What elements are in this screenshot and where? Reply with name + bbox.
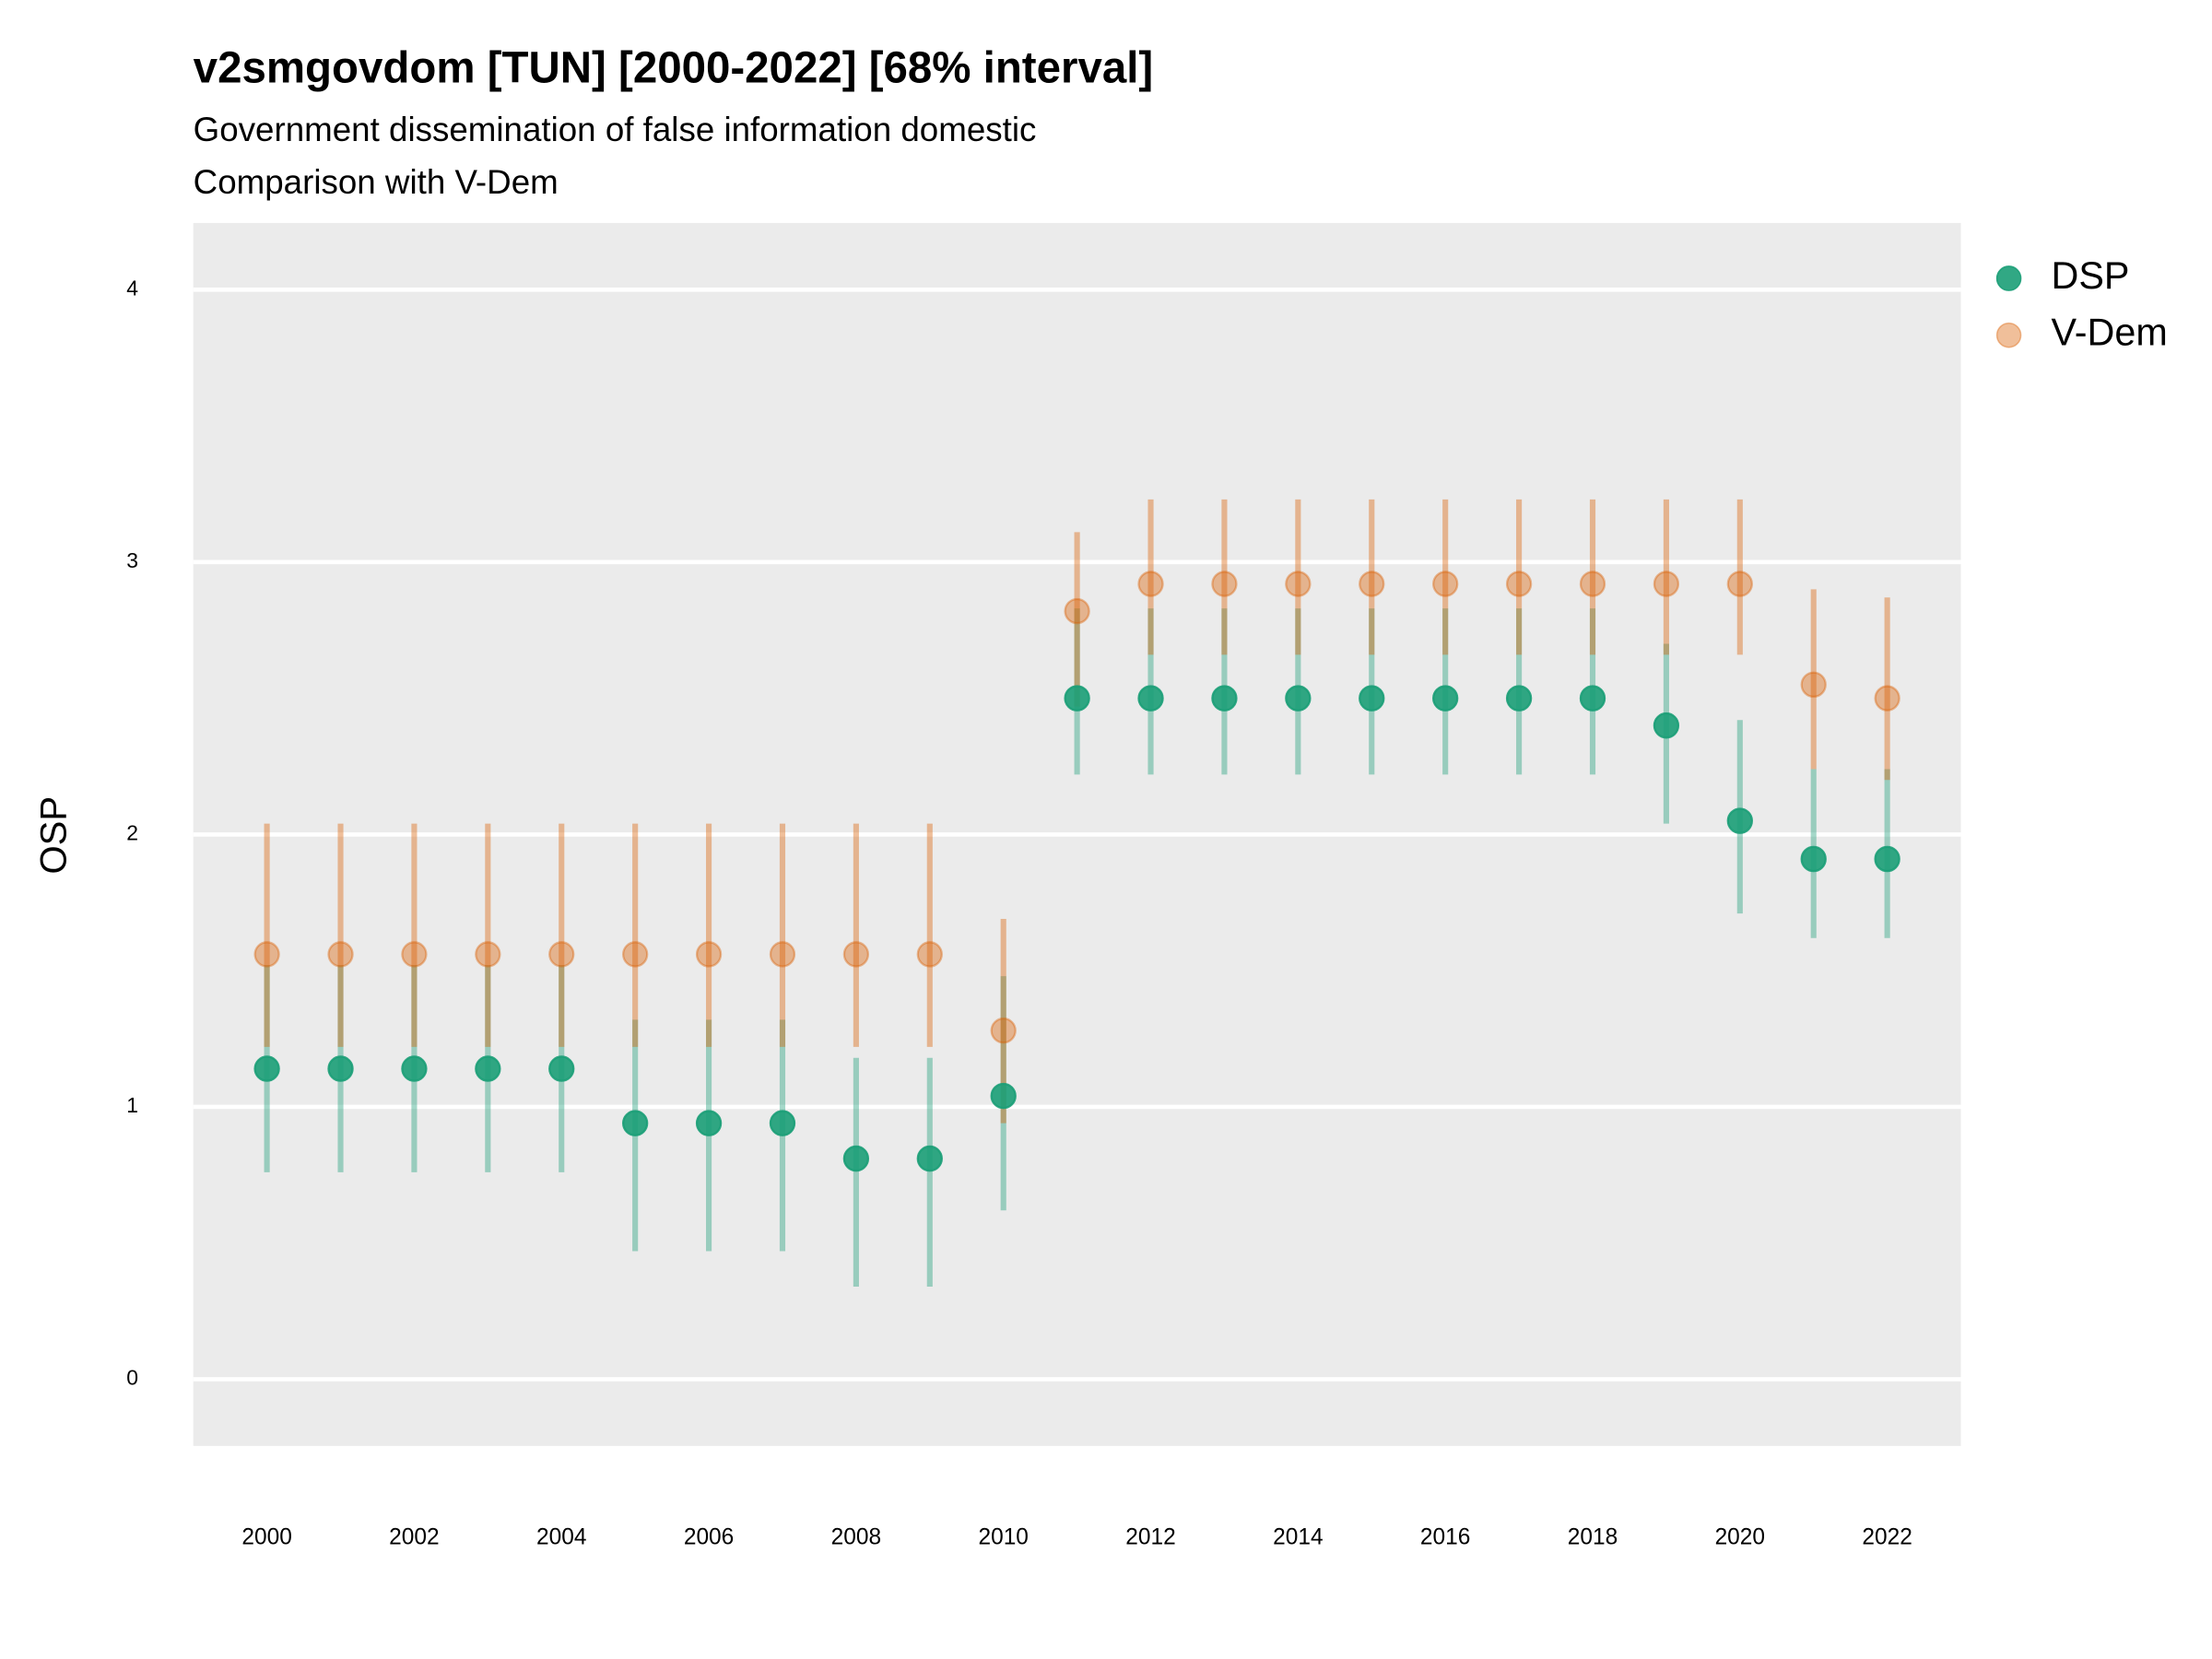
chart-title: v2smgovdom [TUN] [2000-2022] [68% interv… (194, 44, 1154, 93)
point (1505, 571, 1533, 597)
point (475, 1055, 501, 1082)
point (1800, 671, 1827, 699)
y-tick-label: 2 (126, 820, 138, 844)
point (1359, 571, 1385, 597)
x-tick-label: 2004 (536, 1524, 586, 1549)
y-tick-label: 4 (126, 276, 138, 300)
x-tick-label: 2018 (1568, 1524, 1618, 1549)
point (1432, 685, 1459, 712)
point (475, 941, 501, 968)
y-axis-label: OSP (34, 796, 75, 875)
point (1137, 685, 1164, 712)
point (769, 1110, 796, 1136)
point (990, 1082, 1017, 1110)
point (1137, 571, 1164, 597)
point (1211, 685, 1238, 712)
legend-marker (1995, 322, 2022, 348)
point (916, 1145, 943, 1172)
point (1653, 571, 1680, 597)
x-tick-label: 2016 (1420, 1524, 1470, 1549)
legend-marker (1995, 265, 2022, 291)
point (622, 1110, 649, 1136)
point (1064, 597, 1090, 625)
point (695, 941, 723, 968)
x-tick-label: 2000 (241, 1524, 291, 1549)
point (1653, 712, 1680, 739)
x-tick-label: 2008 (831, 1524, 881, 1549)
point (327, 1055, 354, 1082)
x-tick-label: 2006 (684, 1524, 734, 1549)
point (769, 941, 796, 968)
y-tick-label: 0 (126, 1365, 138, 1389)
point (401, 1055, 428, 1082)
x-tick-label: 2012 (1125, 1524, 1175, 1549)
point (1726, 571, 1753, 597)
point (253, 1055, 280, 1082)
point (842, 1145, 870, 1172)
point (1359, 685, 1385, 712)
point (1211, 571, 1238, 597)
x-tick-label: 2022 (1862, 1524, 1912, 1549)
y-tick-label: 1 (126, 1093, 138, 1117)
point (253, 941, 280, 968)
point (1874, 685, 1900, 712)
y-tick-label: 3 (126, 548, 138, 572)
point (1579, 685, 1606, 712)
chart-subtitle: Government dissemination of false inform… (194, 111, 1037, 148)
x-tick-label: 2002 (389, 1524, 439, 1549)
point (1285, 685, 1312, 712)
x-tick-label: 2010 (978, 1524, 1028, 1549)
point (695, 1110, 723, 1136)
point (548, 941, 575, 968)
point (1432, 571, 1459, 597)
point (842, 941, 870, 968)
point (401, 941, 428, 968)
point (916, 941, 943, 968)
point (1800, 845, 1827, 873)
point (1064, 685, 1090, 712)
point (622, 941, 649, 968)
point (1579, 571, 1606, 597)
x-tick-label: 2020 (1715, 1524, 1765, 1549)
point (1505, 685, 1533, 712)
point (327, 941, 354, 968)
point (1726, 807, 1753, 834)
point (1285, 571, 1312, 597)
point (1874, 845, 1900, 873)
chart-subtitle: Comparison with V-Dem (194, 163, 559, 201)
point (548, 1055, 575, 1082)
legend-label: DSP (2052, 253, 2130, 297)
point (990, 1017, 1017, 1044)
legend-label: V-Dem (2052, 311, 2168, 354)
x-tick-label: 2014 (1273, 1524, 1323, 1549)
